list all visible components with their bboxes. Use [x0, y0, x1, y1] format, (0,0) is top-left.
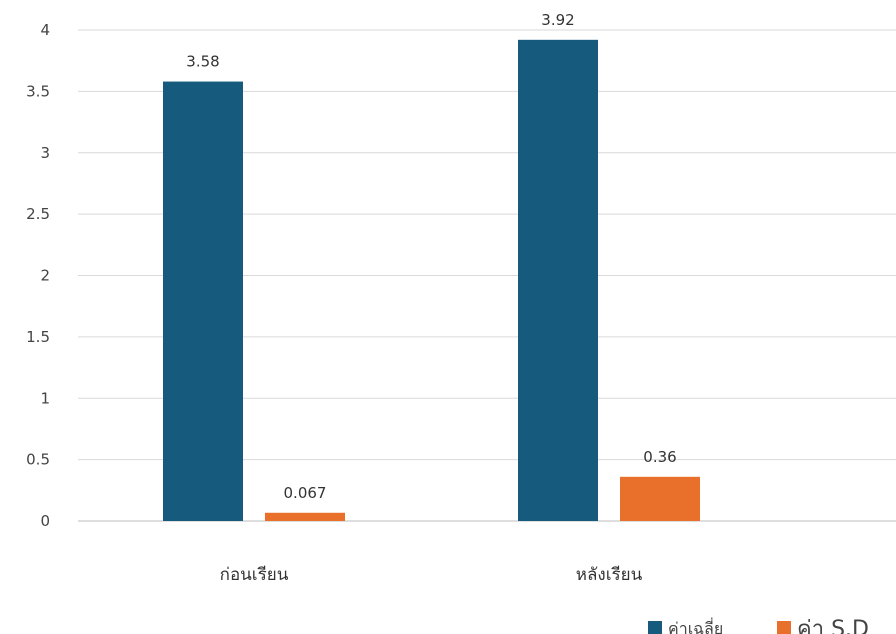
legend-label-mean: ค่าเฉลี่ย [668, 617, 723, 634]
data-label: 3.92 [541, 11, 574, 29]
bars [163, 39, 700, 522]
y-axis-ticks: 0 0.5 1 1.5 2 2.5 3 3.5 4 [26, 21, 50, 530]
bar-sd-1 [620, 476, 700, 521]
y-tick-label: 3.5 [26, 82, 50, 100]
x-axis-categories: ก่อนเรียน หลังเรียน [220, 565, 643, 585]
category-label: ก่อนเรียน [220, 565, 289, 585]
y-tick-label: 3 [40, 144, 50, 162]
y-tick-label: 1 [40, 389, 50, 407]
y-tick-label: 4 [40, 21, 50, 39]
y-tick-label: 0.5 [26, 451, 50, 469]
y-tick-label: 0 [40, 512, 50, 530]
data-label: 0.36 [643, 448, 676, 466]
y-tick-label: 2.5 [26, 205, 50, 223]
data-label: 3.58 [186, 53, 219, 71]
legend-swatch-sd [777, 621, 791, 634]
bar-sd-0 [265, 512, 345, 521]
legend-swatch-mean [648, 621, 662, 634]
legend-label-sd: ค่า S.D [797, 617, 869, 634]
bar-mean-1 [518, 39, 598, 521]
data-label: 0.067 [284, 484, 327, 502]
legend: ค่าเฉลี่ย ค่า S.D [648, 617, 869, 634]
data-labels: 3.58 3.92 0.067 0.36 [186, 11, 676, 502]
bar-mean-0 [163, 81, 243, 522]
y-tick-label: 1.5 [26, 328, 50, 346]
category-label: หลังเรียน [576, 565, 643, 585]
y-tick-label: 2 [40, 267, 50, 285]
